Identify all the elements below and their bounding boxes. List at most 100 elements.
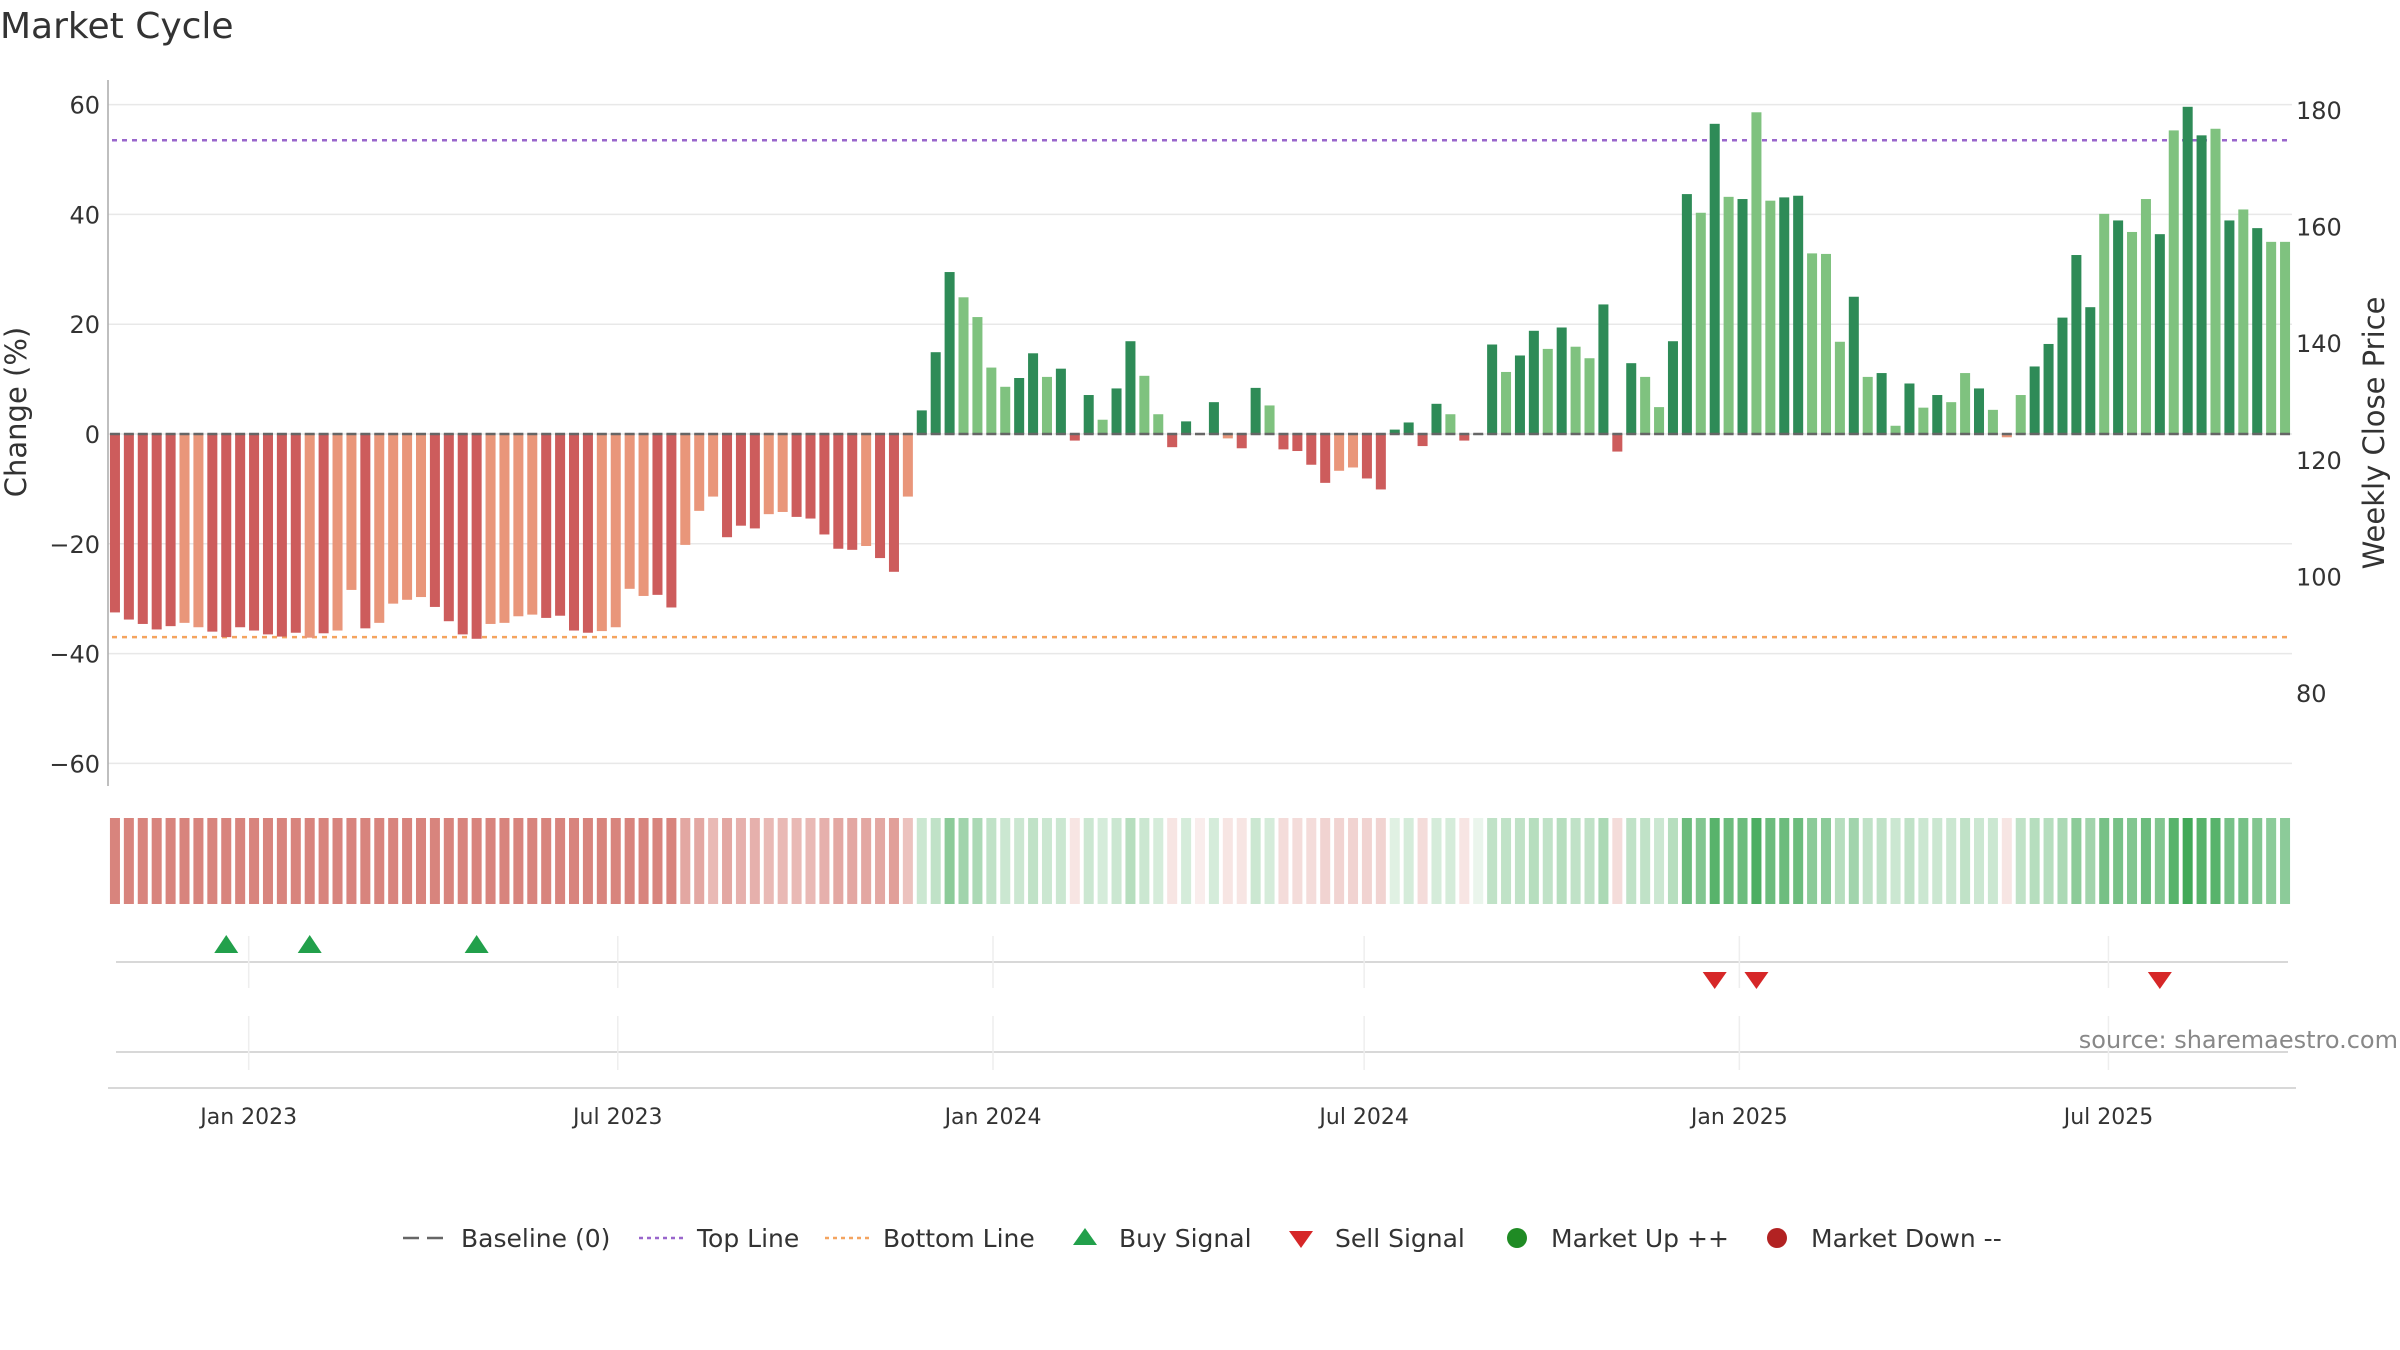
heat-cell <box>2099 818 2110 904</box>
heat-cell <box>1361 818 1372 904</box>
heat-cell <box>415 818 427 904</box>
change-bar <box>1334 434 1345 471</box>
change-bar <box>1528 330 1539 434</box>
change-bar <box>1459 434 1470 441</box>
change-bar <box>276 434 287 637</box>
change-bar <box>2168 130 2179 434</box>
heat-cell <box>1139 818 1150 904</box>
heat-cell <box>1987 818 1998 904</box>
x-tick-label: Jan 2024 <box>943 1105 1042 1130</box>
heat-cell <box>1876 818 1887 904</box>
heat-cell <box>360 818 371 904</box>
heat-cell <box>221 818 232 904</box>
change-bar <box>1584 358 1595 434</box>
change-bar <box>763 434 774 515</box>
heat-cell <box>624 818 635 904</box>
change-bar <box>805 434 816 519</box>
change-bar <box>429 434 440 607</box>
change-bar <box>443 434 454 622</box>
change-bar <box>207 434 218 632</box>
change-bar <box>680 434 691 545</box>
change-bar <box>555 434 566 616</box>
change-bar <box>638 434 649 596</box>
heat-cell <box>1862 818 1873 904</box>
heat-cell <box>1306 818 1317 904</box>
change-bar <box>1932 395 1943 434</box>
legend-label: Market Up ++ <box>1551 1224 1729 1253</box>
heat-cell <box>2196 818 2207 904</box>
y2-tick-label: 80 <box>2296 680 2327 708</box>
heat-cell <box>2224 818 2235 904</box>
change-bar <box>1292 434 1303 452</box>
heat-cell <box>443 818 454 904</box>
heat-cell <box>569 818 580 904</box>
change-bar <box>1222 434 1233 439</box>
heat-cell <box>1014 818 1025 904</box>
change-bar <box>1681 194 1692 434</box>
heat-cell <box>1737 818 1748 904</box>
legend-label: Market Down -- <box>1811 1224 2002 1253</box>
heat-cell <box>1153 818 1164 904</box>
change-bar <box>847 434 858 550</box>
heat-cell <box>1570 818 1581 904</box>
change-bar <box>415 434 427 598</box>
x-axis: Jan 2023 Jul 2023 Jan 2024 Jul 2024 Jan 2025… <box>198 936 2153 1130</box>
heat-cell <box>1820 818 1831 904</box>
change-bar <box>1598 304 1609 434</box>
change-bar <box>582 434 593 633</box>
heat-cell <box>2154 818 2165 904</box>
change-bar <box>2029 366 2040 434</box>
heat-cell <box>1445 818 1456 904</box>
heat-cell <box>1167 818 1178 904</box>
heat-cell <box>1528 818 1539 904</box>
change-bar <box>777 434 788 512</box>
change-bar <box>596 434 607 632</box>
change-bar <box>1723 196 1734 434</box>
change-bar <box>652 434 663 595</box>
heat-cell <box>2071 818 2082 904</box>
heat-cell <box>2001 818 2012 904</box>
heat-cell <box>1083 818 1094 904</box>
heat-cell <box>1181 818 1192 904</box>
heat-cell <box>1334 818 1345 904</box>
change-bar <box>165 434 176 627</box>
heat-cell <box>2238 818 2249 904</box>
change-bar <box>1264 405 1275 434</box>
change-bar <box>485 434 496 624</box>
change-bar <box>2182 106 2193 435</box>
heat-cell <box>2057 818 2068 904</box>
heat-cell <box>249 818 260 904</box>
red-dot-icon <box>1767 1228 1787 1248</box>
y2-tick-label: 120 <box>2296 447 2342 475</box>
change-bar <box>1904 383 1915 434</box>
change-bar <box>304 434 315 638</box>
change-bar <box>2266 241 2277 434</box>
change-bar <box>1250 387 1261 434</box>
y-tick-label: 0 <box>85 421 100 449</box>
heat-cell <box>1473 818 1484 904</box>
chart-title: Market Cycle <box>0 6 234 47</box>
x-tick-label: Jan 2025 <box>1689 1105 1788 1130</box>
heat-cell <box>680 818 691 904</box>
heat-cell <box>471 818 482 904</box>
change-bar <box>1097 419 1108 434</box>
heat-cell <box>1236 818 1247 904</box>
legend-item-buy: Buy Signal <box>1073 1224 1252 1253</box>
heat-cell <box>805 818 816 904</box>
change-bar <box>2099 213 2110 434</box>
change-bar <box>1626 363 1637 434</box>
change-bar <box>1153 414 1164 434</box>
change-bar <box>1695 212 1706 434</box>
buy-signal-marker <box>214 935 239 953</box>
change-bar <box>875 434 886 559</box>
change-bar <box>1041 376 1052 434</box>
heat-cell <box>1946 818 1957 904</box>
y2-axis-title: Weekly Close Price <box>2357 297 2391 570</box>
heat-cell <box>276 818 287 904</box>
change-bar <box>2140 199 2151 434</box>
change-bar <box>262 434 273 635</box>
change-bar <box>1431 403 1442 434</box>
change-bar <box>749 434 760 529</box>
heat-cell <box>1640 818 1651 904</box>
change-bar <box>1320 434 1331 483</box>
